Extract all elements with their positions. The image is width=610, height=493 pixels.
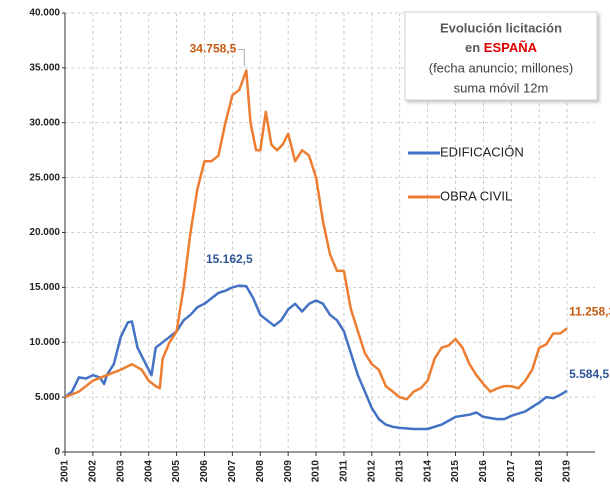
y-tick-label: 10.000: [29, 337, 60, 348]
chart-subtitle: suma móvil 12m: [454, 80, 549, 95]
y-tick-label: 0: [54, 447, 60, 458]
chart-title: ESPAÑA: [484, 40, 538, 55]
x-tick-label: 2004: [143, 460, 154, 483]
x-tick-label: 2007: [227, 460, 238, 483]
x-tick-label: 2003: [115, 460, 126, 483]
x-tick-label: 2008: [255, 460, 266, 483]
chart-title: Evolución licitación: [440, 20, 562, 35]
x-tick-label: 2001: [60, 460, 71, 483]
x-tick-label: 2017: [506, 460, 517, 483]
data-label: 11.258,3: [569, 305, 610, 319]
x-tick-label: 2006: [199, 460, 210, 483]
title-box: [404, 11, 598, 101]
chart-subtitle: (fecha anuncio; millones): [429, 60, 574, 75]
leader-line: [238, 49, 245, 67]
y-tick-label: 5.000: [35, 392, 60, 403]
data-label: 5.584,5: [569, 367, 609, 381]
x-tick-label: 2005: [171, 460, 182, 483]
y-tick-label: 20.000: [29, 227, 60, 238]
x-tick-label: 2015: [450, 460, 461, 483]
x-tick-label: 2016: [478, 460, 489, 483]
x-tick-label: 2009: [283, 460, 294, 483]
x-tick-label: 2014: [422, 460, 433, 483]
y-tick-label: 25.000: [29, 172, 60, 183]
x-tick-label: 2002: [88, 460, 99, 483]
chart-title: en: [465, 40, 480, 55]
chart-title: en ESPAÑA: [465, 40, 538, 55]
data-label: 34.758,5: [190, 42, 237, 56]
data-label: 15.162,5: [206, 252, 253, 266]
y-tick-label: 35.000: [29, 63, 60, 74]
y-tick-label: 30.000: [29, 117, 60, 128]
x-tick-label: 2011: [339, 460, 350, 482]
legend-label: OBRA CIVIL: [440, 188, 512, 203]
x-tick-label: 2019: [562, 460, 573, 483]
x-tick-label: 2010: [311, 460, 322, 483]
series-line: [64, 284, 568, 431]
x-tick-label: 2018: [534, 460, 545, 483]
x-tick-label: 2013: [394, 460, 405, 483]
series-line: [64, 69, 568, 401]
x-tick-label: 2012: [366, 460, 377, 483]
y-tick-label: 15.000: [29, 282, 60, 293]
y-tick-label: 40.000: [29, 8, 60, 19]
legend-label: EDIFICACIÓN: [440, 144, 524, 159]
